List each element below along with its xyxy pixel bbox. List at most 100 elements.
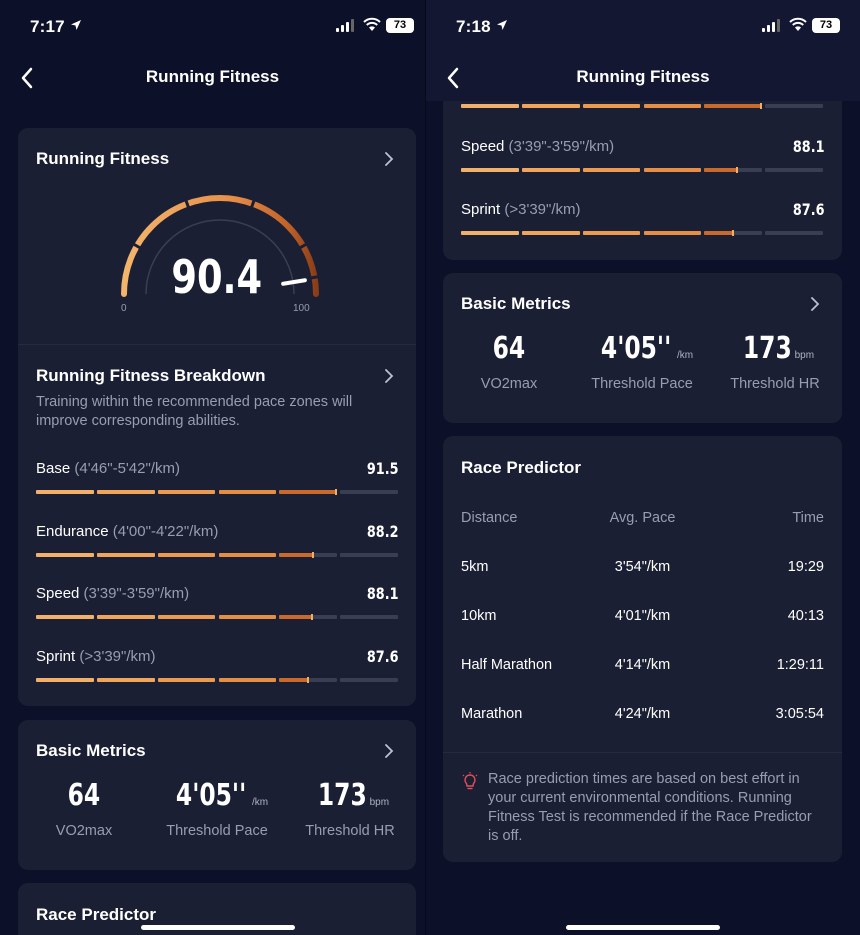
location-arrow-icon [71, 20, 81, 30]
metric-unit: /km [252, 797, 269, 808]
bar-fill-segment [36, 490, 94, 494]
left-screen: 7:17 73 Running Fitness Running Fitness [0, 0, 425, 935]
cellular-signal-icon [336, 19, 356, 32]
home-indicator [566, 925, 720, 930]
status-bar: 7:17 73 [0, 0, 425, 56]
zone-range: (4'46"-5'42"/km) [74, 460, 180, 477]
race-pace: 4'24"/km [614, 706, 671, 722]
status-bar: 7:18 73 [426, 0, 860, 56]
bar-fill-segment [218, 615, 277, 619]
zone-name: Endurance [36, 522, 109, 540]
bar-track-segment [340, 552, 398, 557]
chevron-right-icon[interactable] [808, 297, 822, 311]
bar-fill-segment [279, 552, 313, 557]
breakdown-title: Running Fitness Breakdown [36, 366, 266, 385]
zone-name: Sprint [36, 647, 76, 665]
gauge-needle [281, 278, 307, 286]
metric-1: 4'05'' /km Threshold Pace [151, 778, 283, 839]
zone-name: Speed [36, 585, 80, 602]
right-screen: Speed (3'39"-3'59"/km) 88.1 Sprint (>3'39"… [426, 0, 860, 935]
wifi-icon [363, 17, 381, 31]
breakdown-card-scrolled: Speed (3'39"-3'59"/km) 88.1 Sprint (>3'39"… [443, 80, 842, 260]
race-predictor-note: Race prediction times are based on best … [488, 771, 812, 844]
metric-value: 173 [742, 331, 792, 366]
bar-level-marker [311, 551, 314, 558]
page-title: Running Fitness [576, 67, 710, 86]
race-distance: Marathon [461, 706, 523, 722]
gauge-arc [121, 195, 319, 297]
bar-fill-segment [521, 230, 580, 235]
back-chevron-icon[interactable] [14, 64, 42, 92]
bar-fill-segment [279, 677, 309, 682]
basic-metrics-title: Basic Metrics [461, 294, 571, 313]
zone-progress-bar [36, 676, 398, 683]
race-predictor-title: Race Predictor [461, 458, 581, 477]
bar-fill-segment [36, 615, 94, 619]
zone-score: 88.2 [366, 521, 398, 541]
zone-range: (>3'39"/km) [79, 647, 156, 665]
zone-name: Speed [461, 138, 505, 155]
bar-level-marker [760, 103, 763, 109]
zone-score: 87.6 [366, 646, 398, 666]
header-backdrop [426, 0, 860, 101]
bar-fill-segment [218, 552, 277, 557]
race-time: 19:29 [787, 559, 824, 575]
metric-0: 64 VO2max [443, 331, 575, 392]
bar-fill-segment [582, 168, 641, 172]
bar-fill-segment [36, 677, 94, 682]
zone-progress-bar [461, 167, 824, 173]
gauge-inner-track [145, 219, 295, 295]
zone-range: (3'39"-3'59"/km) [508, 138, 615, 155]
screen-divider [425, 0, 426, 935]
race-distance: 5km [461, 559, 489, 575]
zone-score: 87.6 [792, 199, 824, 219]
running-fitness-title: Running Fitness [36, 149, 170, 168]
zone-name: Base [36, 460, 71, 477]
bar-fill-segment [461, 230, 519, 235]
nav-bar: Running Fitness [426, 56, 860, 100]
metric-unit: bpm [369, 797, 390, 808]
bar-track-segment [340, 490, 398, 494]
chevron-right-icon[interactable] [382, 744, 396, 758]
bar-fill-segment [157, 677, 216, 682]
gauge-segment-gap [130, 241, 143, 251]
gauge-max-label: 100 [293, 303, 310, 314]
bar-fill-segment [582, 104, 641, 108]
bar-fill-segment [157, 552, 216, 557]
race-time: 40:13 [787, 608, 824, 624]
race-distance: Half Marathon [461, 657, 553, 673]
bar-fill-segment [36, 552, 94, 557]
bar-fill-segment [96, 677, 155, 682]
bar-fill-segment [96, 552, 155, 557]
bar-track-segment [765, 168, 823, 172]
bar-fill-segment [157, 615, 216, 619]
zone-label: Sprint (>3'39"/km) [36, 648, 156, 665]
wifi-icon [789, 17, 807, 31]
race-time: 1:29:11 [776, 657, 824, 673]
zone-range: (>3'39"/km) [504, 200, 581, 218]
col-time-header: Time [792, 510, 824, 526]
home-indicator [141, 925, 295, 930]
bar-fill-segment [461, 168, 519, 172]
fitness-score: 90.4 [171, 250, 263, 304]
bar-fill-segment [521, 104, 580, 108]
bar-fill-segment [461, 104, 519, 108]
metric-unit: /km [677, 350, 694, 361]
chevron-right-icon[interactable] [382, 369, 396, 383]
battery-icon: 73 [812, 18, 840, 33]
metric-label: Threshold HR [305, 823, 395, 839]
bar-track-segment [340, 615, 398, 619]
back-chevron-icon[interactable] [440, 64, 468, 92]
chevron-right-icon[interactable] [382, 152, 396, 166]
nav-bar: Running Fitness [0, 56, 425, 100]
race-distance: 10km [461, 608, 497, 624]
metric-value: 64 [492, 331, 526, 366]
gauge-segment-gaps [130, 197, 321, 280]
card-divider [443, 752, 842, 753]
zone-label: Base (4'46"-5'42"/km) [36, 460, 180, 477]
zone-label: Sprint (>3'39"/km) [461, 201, 581, 218]
zone-progress-bar [36, 489, 398, 495]
metric-value: 173 [317, 778, 367, 813]
zone-range: (3'39"-3'59"/km) [83, 585, 190, 602]
bar-fill-segment [521, 168, 580, 172]
